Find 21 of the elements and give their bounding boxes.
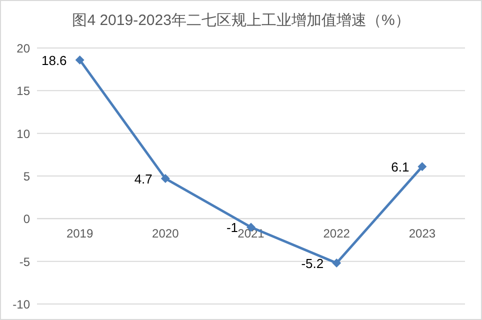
- data-label: 18.6: [41, 52, 67, 68]
- data-label: -5.2: [301, 256, 324, 272]
- y-tick-label: 0: [23, 212, 30, 226]
- point: [160, 174, 170, 184]
- point: [75, 55, 84, 64]
- point: [418, 162, 427, 172]
- data-label: 6.1: [391, 160, 410, 175]
- y-tick-label: 15: [16, 84, 30, 98]
- point: [332, 258, 342, 268]
- data-label: -1: [226, 220, 238, 236]
- chart-title: 图4 2019-2023年二七区规上工业增加值增速（%）: [72, 12, 410, 29]
- y-tick-label: 10: [16, 126, 30, 141]
- x-tick-label: 2022: [323, 226, 350, 241]
- x-tick-label: 2023: [408, 226, 436, 241]
- y-tick-label: -5: [19, 254, 30, 269]
- y-tick-label: 5: [23, 170, 30, 184]
- x-tick-label: 2019: [66, 226, 94, 241]
- x-tick-label: 2020: [152, 226, 180, 241]
- y-tick-label: -10: [12, 298, 30, 312]
- y-tick-label: 20: [16, 42, 30, 56]
- data-label: 4.7: [134, 172, 152, 187]
